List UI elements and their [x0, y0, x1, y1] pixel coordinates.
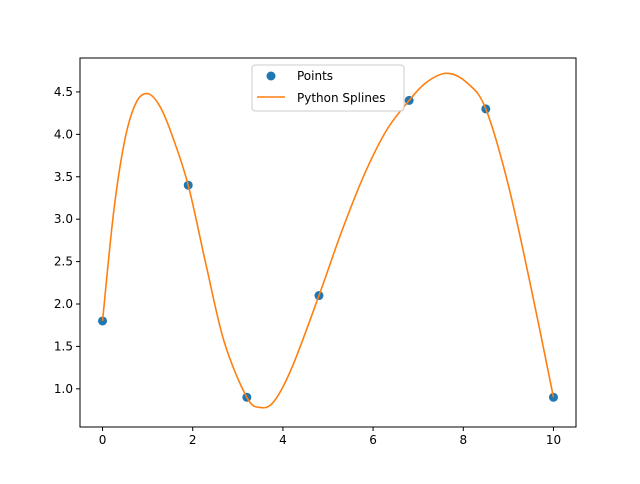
legend-marker-points	[266, 71, 276, 81]
legend-label-spline: Python Splines	[297, 91, 386, 105]
x-axis: 0 2 4 6 8 10	[99, 427, 561, 447]
x-tick-label: 4	[279, 433, 287, 447]
x-tick-label: 6	[369, 433, 377, 447]
y-tick-label: 2.5	[54, 255, 73, 269]
legend-box	[251, 64, 405, 112]
y-tick-label: 4.0	[54, 127, 73, 141]
y-axis: 1.0 1.5 2.0 2.5 3.0 3.5 4.0 4.5	[54, 85, 80, 396]
spline-line	[101, 72, 555, 409]
y-tick-label: 1.0	[54, 382, 73, 396]
legend-label-points: Points	[297, 69, 333, 83]
y-tick-label: 4.5	[54, 85, 73, 99]
x-tick-label: 0	[99, 433, 107, 447]
legend: Points Python Splines	[251, 64, 405, 112]
y-tick-label: 3.0	[54, 212, 73, 226]
series-layer	[98, 72, 558, 409]
x-tick-label: 2	[189, 433, 197, 447]
plot-frame	[79, 57, 577, 428]
y-tick-label: 2.0	[54, 297, 73, 311]
y-tick-label: 3.5	[54, 170, 73, 184]
x-tick-label: 8	[459, 433, 467, 447]
x-tick-label: 10	[546, 433, 561, 447]
y-tick-label: 1.5	[54, 339, 73, 353]
